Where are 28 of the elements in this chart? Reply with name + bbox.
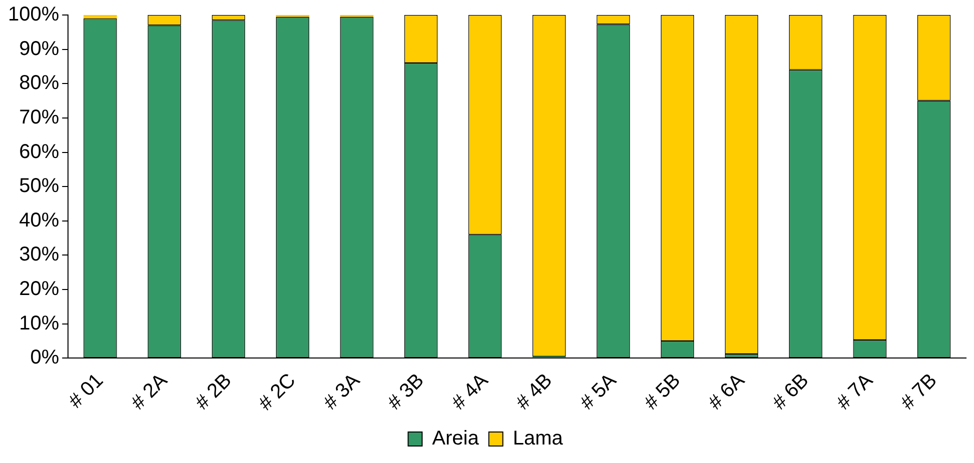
bar [84, 15, 117, 18]
legend-label: Areia [432, 428, 480, 450]
x-tick-label: # 4A [448, 369, 493, 414]
y-tick-label: 80% [19, 72, 60, 94]
x-tick-label: # 2C [254, 370, 300, 415]
x-tick-label: # 2A [127, 369, 172, 414]
x-tick-label: # 3B [384, 370, 428, 414]
y-tick-label: 0% [30, 346, 60, 369]
x-tick-label: # 5B [640, 370, 685, 414]
x-tick-label: # 4B [512, 370, 557, 414]
y-tick-label: 90% [19, 38, 60, 60]
y-tick-label: 70% [19, 106, 60, 128]
x-tick-label: # 7B [896, 370, 942, 414]
y-tick-label: 60% [19, 140, 60, 163]
x-tick-label: # 6A [704, 369, 750, 414]
y-tick-label: 20% [19, 278, 60, 300]
x-tick-label: # 6B [768, 370, 814, 414]
x-tick-label: # 5A [576, 369, 622, 414]
legend-label: Lama [512, 428, 564, 450]
x-tick-label: # 2B [191, 370, 236, 414]
y-tick-label: 50% [19, 175, 60, 198]
y-tick-label: 100% [8, 4, 60, 26]
y-tick-label: 40% [19, 209, 60, 232]
x-tick-label: # 01 [64, 370, 108, 413]
x-tick-label: # 7A [832, 369, 878, 414]
x-tick-label: # 3A [320, 369, 365, 414]
y-tick-label: 30% [19, 244, 60, 266]
y-tick-label: 10% [19, 312, 60, 334]
